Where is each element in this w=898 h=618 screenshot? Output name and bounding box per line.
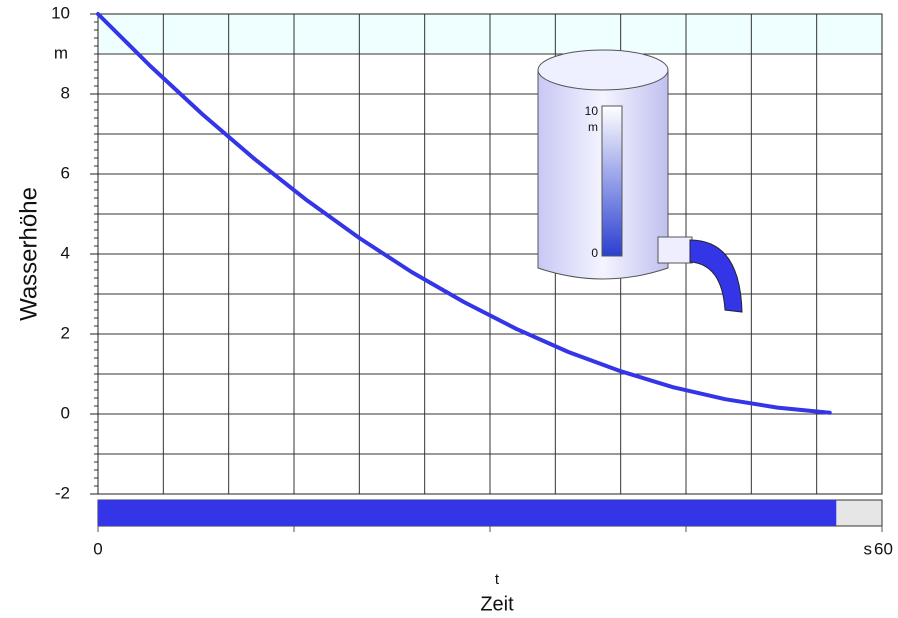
x-tick-label: 0 [93,539,102,558]
y-tick-label: 2 [61,323,70,342]
y-tick-label: 8 [61,83,70,102]
tank-scale-unit: m [588,120,598,134]
y-tick-label: 0 [61,403,70,422]
data-line [96,12,832,415]
y-unit: m [54,43,68,62]
y-tick-label: 10 [51,3,70,22]
x-tick-label: 60 [874,539,893,558]
y-tick-label: 6 [61,163,70,182]
x-symbol: t [495,571,500,588]
tank-scale-top: 10 [585,104,599,118]
progress-fill [98,500,837,526]
x-axis-label: Zeit [480,593,514,615]
y-tick-label: 4 [61,243,70,262]
x-unit: s [864,539,873,558]
tank: 10 m 0 [537,49,743,313]
y-axis-label: Wasserhöhe [15,187,42,321]
y-tick-label: -2 [55,483,70,502]
tank-scale-bottom: 0 [591,246,598,260]
